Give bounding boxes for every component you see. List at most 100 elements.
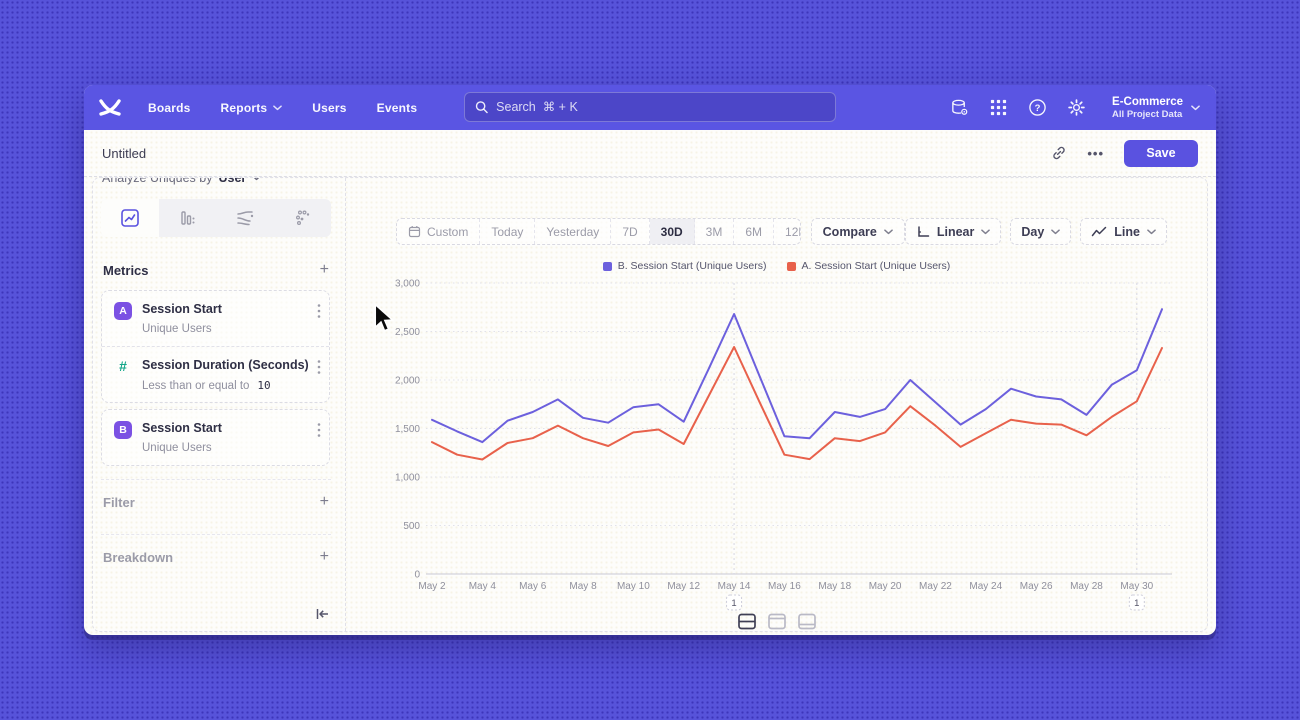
nav-item-boards[interactable]: Boards <box>148 101 191 115</box>
chevron-down-icon <box>1051 228 1061 234</box>
tab-flow-chart[interactable] <box>216 199 274 237</box>
metric-title: Session Start <box>142 421 222 435</box>
layout-footer-icon[interactable] <box>797 613 816 630</box>
date-range-yesterday[interactable]: Yesterday <box>535 219 612 244</box>
report-content: Analyze Uniques by User <box>84 177 1216 635</box>
metrics-title: Metrics <box>103 262 149 278</box>
tab-scatter-chart[interactable] <box>274 199 332 237</box>
svg-text:?: ? <box>1035 103 1041 114</box>
search-input[interactable] <box>496 100 825 114</box>
svg-text:May 14: May 14 <box>718 581 751 592</box>
date-range-3m[interactable]: 3M <box>695 219 735 244</box>
nav-item-reports[interactable]: Reports <box>221 101 283 115</box>
date-range-6m[interactable]: 6M <box>734 219 775 244</box>
metric-badge-a: A <box>114 302 132 320</box>
line-chart-icon <box>120 209 139 227</box>
chevron-down-icon <box>884 228 893 234</box>
svg-text:May 6: May 6 <box>519 581 547 592</box>
line-type-icon <box>1092 226 1107 237</box>
report-title[interactable]: Untitled <box>102 145 147 161</box>
legend-item-b[interactable]: B. Session Start (Unique Users) <box>602 260 767 272</box>
project-scope: All Project Data <box>1112 108 1183 120</box>
chart-type-dropdown[interactable]: Line <box>1080 218 1167 245</box>
date-range-segmented-control: Custom Today Yesterday 7D 30D 3M 6M 12M <box>396 218 801 245</box>
legend-label: B. Session Start (Unique Users) <box>617 260 767 272</box>
metric-subtitle[interactable]: Unique Users <box>142 323 212 335</box>
svg-text:500: 500 <box>403 521 420 532</box>
line-chart[interactable]: 0 500 1,000 1,500 2,000 2,500 3,000 1 1 May 2 May … <box>346 278 1209 623</box>
metric-card-session-duration[interactable]: # Session Duration (Seconds) Less than o… <box>102 346 329 402</box>
analyze-prefix: Analyze Uniques by <box>102 178 213 185</box>
date-range-30d[interactable]: 30D <box>649 219 695 244</box>
analyze-entity-select[interactable]: User <box>218 178 247 185</box>
nav-item-users[interactable]: Users <box>312 101 346 115</box>
scatter-icon <box>296 210 310 226</box>
svg-text:May 28: May 28 <box>1070 581 1103 592</box>
tab-bar-chart[interactable] <box>159 199 217 237</box>
compare-label: Compare <box>822 224 877 239</box>
tab-insights-line[interactable] <box>101 199 159 237</box>
compare-button[interactable]: Compare <box>810 218 905 245</box>
metric-subtitle[interactable]: Unique Users <box>142 442 212 454</box>
gear-icon[interactable] <box>1067 98 1086 117</box>
chart-display-controls: Linear Day Line <box>904 218 1167 245</box>
navbar-right-cluster: ? E-Commerce All Project Data <box>950 96 1200 120</box>
collapse-sidebar-button[interactable] <box>315 607 329 625</box>
metric-filter-condition[interactable]: Less than or equal to 10 <box>142 379 317 392</box>
chevron-down-icon <box>254 178 260 181</box>
date-range-7d[interactable]: 7D <box>611 219 650 244</box>
svg-text:1,500: 1,500 <box>395 424 420 435</box>
kebab-menu-icon[interactable] <box>317 422 321 438</box>
collapse-left-icon <box>316 609 328 619</box>
kebab-menu-icon[interactable] <box>317 303 321 319</box>
date-range-today[interactable]: Today <box>480 219 536 244</box>
add-filter-button[interactable]: + <box>319 493 329 510</box>
svg-text:May 8: May 8 <box>569 581 597 592</box>
date-range-custom[interactable]: Custom <box>397 219 481 244</box>
interval-dropdown[interactable]: Day <box>1010 218 1072 245</box>
chart-legend: B. Session Start (Unique Users) A. Sessi… <box>346 260 1207 272</box>
metric-title: Session Start <box>142 302 222 316</box>
mixpanel-logo-icon[interactable] <box>98 98 122 118</box>
kebab-menu-icon[interactable] <box>317 359 321 375</box>
svg-text:May 16: May 16 <box>768 581 801 592</box>
filter-section: Filter + <box>101 479 331 510</box>
project-switcher[interactable]: E-Commerce All Project Data <box>1112 96 1200 120</box>
metric-card-session-start-a[interactable]: A Session Start Unique Users <box>102 291 329 346</box>
condition-value[interactable]: 10 <box>257 379 271 392</box>
query-canvas: Analyze Uniques by User <box>92 177 1208 632</box>
share-link-button[interactable] <box>1051 145 1067 161</box>
data-management-icon[interactable] <box>950 98 969 117</box>
global-search[interactable] <box>464 92 836 122</box>
svg-text:May 12: May 12 <box>667 581 700 592</box>
project-name: E-Commerce <box>1112 95 1183 108</box>
metrics-header: Metrics + <box>103 262 329 278</box>
nav-item-label: Users <box>312 100 347 115</box>
legend-item-a[interactable]: A. Session Start (Unique Users) <box>786 260 951 272</box>
svg-text:May 20: May 20 <box>869 581 902 592</box>
layout-header-icon[interactable] <box>767 613 786 630</box>
metric-card-session-start-b[interactable]: B Session Start Unique Users <box>102 410 329 465</box>
apps-grid-icon[interactable] <box>989 98 1008 117</box>
svg-text:2,000: 2,000 <box>395 376 420 387</box>
analyze-uniques-row[interactable]: Analyze Uniques by User <box>102 178 261 185</box>
metric-group-b: B Session Start Unique Users <box>101 409 330 466</box>
add-metric-button[interactable]: + <box>319 261 329 278</box>
add-breakdown-button[interactable]: + <box>319 548 329 565</box>
number-property-icon: # <box>119 358 127 374</box>
nav-item-events[interactable]: Events <box>377 101 418 115</box>
help-icon[interactable]: ? <box>1028 98 1047 117</box>
legend-label: A. Session Start (Unique Users) <box>801 260 951 272</box>
calendar-icon <box>408 226 421 238</box>
svg-text:1,000: 1,000 <box>395 473 420 484</box>
more-options-button[interactable]: ••• <box>1087 145 1104 161</box>
svg-text:3,000: 3,000 <box>395 279 420 290</box>
chart-controls: Custom Today Yesterday 7D 30D 3M 6M 12M … <box>396 218 1167 245</box>
save-button[interactable]: Save <box>1124 139 1198 167</box>
svg-text:May 10: May 10 <box>617 581 650 592</box>
svg-text:May 2: May 2 <box>418 581 446 592</box>
layout-split-horizontal-icon[interactable] <box>737 613 756 630</box>
scale-dropdown[interactable]: Linear <box>904 218 1002 245</box>
legend-swatch-b <box>602 261 612 271</box>
date-range-12m[interactable]: 12M <box>785 224 800 239</box>
